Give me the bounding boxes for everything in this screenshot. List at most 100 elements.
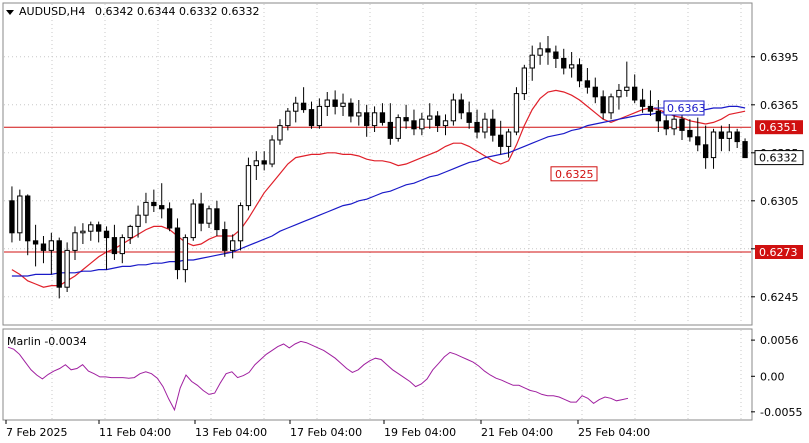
candle-body-bull <box>395 117 401 139</box>
candle-body-bear <box>40 243 47 251</box>
candle <box>269 135 275 168</box>
horizontal-levels <box>4 126 751 253</box>
candle-body-bear <box>95 224 102 232</box>
candle <box>403 104 409 129</box>
candle <box>198 192 204 232</box>
candle-body-bull <box>48 240 55 251</box>
candle-body-bear <box>379 112 386 123</box>
candle-body-bull <box>88 224 94 232</box>
candle-body-bear <box>222 229 228 251</box>
candle-body-bear <box>695 136 701 146</box>
candle <box>111 224 118 260</box>
candle-body-bear <box>174 227 181 271</box>
candle <box>237 202 244 251</box>
candle-body-bear <box>32 240 39 245</box>
candle-body-bear <box>576 64 583 82</box>
candle <box>466 101 472 129</box>
candle <box>529 45 535 81</box>
x-tick-label: 17 Feb 04:00 <box>290 426 362 439</box>
candle-body-bear <box>679 118 685 131</box>
candle-body-bear <box>166 208 173 229</box>
candle <box>513 87 520 136</box>
candle-body-bull <box>72 232 78 251</box>
candle-body-bull <box>442 120 449 127</box>
candle-body-bear <box>647 105 654 112</box>
candle-body-bull <box>356 112 362 117</box>
candle-body-bull <box>608 96 614 114</box>
candle <box>632 74 638 104</box>
candle-body-bull <box>119 237 125 255</box>
candle <box>88 221 94 241</box>
y-tick-label: 0.6365 <box>760 99 799 112</box>
level-price-text: 0.6273 <box>759 246 798 259</box>
candle <box>356 100 362 126</box>
candle <box>166 202 173 232</box>
candle-body-bull <box>229 240 236 251</box>
candle <box>348 98 354 123</box>
candle <box>300 87 307 113</box>
candle <box>80 223 86 244</box>
candle-body-bear <box>348 102 354 117</box>
candle-body-bear <box>687 129 693 138</box>
candle <box>411 109 417 136</box>
candle <box>568 52 575 78</box>
candle <box>379 103 386 126</box>
candle <box>32 224 39 267</box>
candle <box>498 120 504 155</box>
candle <box>25 194 31 256</box>
x-axis-labels: 7 Feb 2025 11 Feb 04:00 13 Feb 04:00 17 Feb… <box>5 420 650 439</box>
candle <box>40 236 47 264</box>
candle-body-bull <box>616 89 622 98</box>
current-price-tag <box>754 150 804 166</box>
candle <box>119 234 125 264</box>
x-tick-label: 21 Feb 04:00 <box>481 426 553 439</box>
candle-body-bull <box>505 131 512 147</box>
y-tick-label: 0.6395 <box>760 51 799 64</box>
dropdown-arrow-icon[interactable] <box>6 10 14 15</box>
candle-body-bull <box>143 201 149 216</box>
candle <box>324 92 330 116</box>
candle-body-bull <box>285 110 291 127</box>
candle <box>482 112 488 139</box>
candle <box>545 36 551 65</box>
candle-body-bull <box>529 54 535 69</box>
moving-averages <box>11 89 746 288</box>
candle-body-bear <box>584 80 591 88</box>
candle <box>616 84 622 110</box>
candle-body-bear <box>474 121 480 133</box>
main-panel-frame <box>2 2 753 326</box>
candle <box>561 48 567 75</box>
candle-body-bear <box>458 99 464 114</box>
candle <box>143 192 149 224</box>
candle <box>261 151 267 171</box>
candle-body-bear <box>639 99 646 107</box>
candle-body-bear <box>261 160 267 165</box>
osc-line <box>7 340 629 412</box>
osc-panel-frame <box>2 328 753 421</box>
header-ohlc: 0.6342 0.6344 0.6332 0.6332 <box>95 5 259 18</box>
candle <box>206 205 212 228</box>
level-price-tag <box>755 120 803 135</box>
y-tick-label: 0.6305 <box>760 195 799 208</box>
candle-body-bear <box>663 120 669 130</box>
candle <box>710 128 717 169</box>
level-price-tag <box>755 245 803 259</box>
candle-body-bear <box>742 141 748 159</box>
candle-body-bull <box>237 205 244 242</box>
candle <box>576 58 583 88</box>
candle <box>695 117 701 152</box>
candle-body-bull <box>127 225 133 239</box>
candle-body-bull <box>450 99 457 122</box>
x-tick-label: 19 Feb 04:00 <box>384 426 456 439</box>
candle <box>364 104 370 137</box>
candle <box>537 42 543 65</box>
candle-body-bear <box>734 131 740 143</box>
candle-body-bear <box>159 205 165 210</box>
candle-body-bear <box>718 131 725 139</box>
osc-y-tick-label: 0.00 <box>760 370 785 383</box>
candle <box>64 242 70 292</box>
candle-body-bear <box>600 96 606 114</box>
candle-body-bear <box>214 208 220 231</box>
candle <box>505 128 512 158</box>
